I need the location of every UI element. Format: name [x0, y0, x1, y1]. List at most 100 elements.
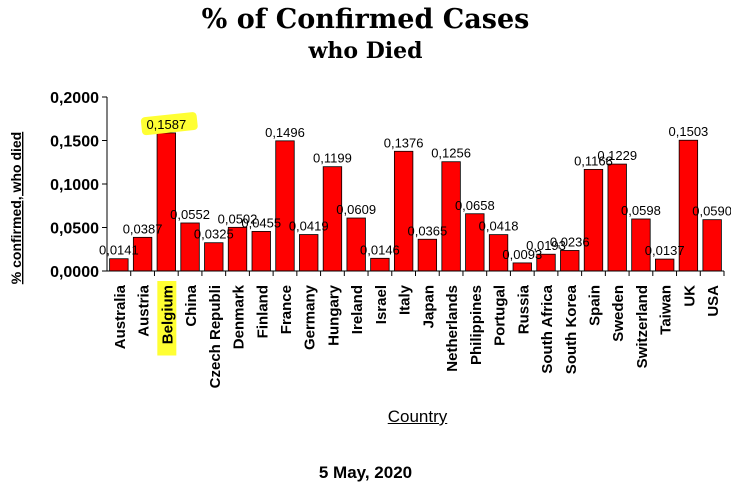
value-label: 0,1199 — [313, 151, 352, 166]
chart-title: % of Confirmed Cases — [201, 4, 530, 35]
bar-belgium — [156, 132, 176, 272]
value-label: 0,0365 — [407, 223, 447, 238]
x-tick-label: Spain — [586, 285, 603, 326]
x-tick-label: Germany — [302, 284, 319, 350]
x-tick-label-group: Austria — [136, 284, 153, 336]
value-label: 0,0093 — [502, 247, 542, 262]
value-label: 0,1229 — [597, 148, 637, 163]
x-tick-label: Finland — [254, 285, 271, 338]
x-tick-label: Ireland — [349, 285, 366, 334]
highlight-marker — [157, 281, 177, 356]
x-tick-label-group: Australia — [112, 284, 129, 349]
value-label: 0,0387 — [123, 221, 163, 236]
x-tick-label: Belgium — [159, 285, 176, 344]
x-tick-label: France — [278, 285, 295, 334]
x-tick-label: Switzerland — [634, 285, 651, 368]
bar-australia — [109, 258, 129, 272]
value-label: 0,0552 — [170, 207, 210, 222]
x-tick-label-group: Belgium — [157, 281, 177, 356]
value-labels-group: 0,01410,03870,15870,05520,03250,05020,04… — [99, 112, 731, 262]
x-tick-label: Austria — [136, 284, 153, 336]
x-tick-label-group: China — [183, 284, 200, 326]
x-tick-label-group: Ireland — [349, 285, 366, 334]
y-tick-label: 0,1000 — [50, 177, 99, 194]
x-tick-label: Hungary — [325, 284, 342, 346]
x-tick-label-group: Spain — [586, 285, 603, 326]
value-label: 0,0137 — [645, 243, 685, 258]
x-tick-label-group: Japan — [420, 285, 437, 328]
value-label: 0,1503 — [669, 124, 709, 139]
chart-subtitle: who Died — [308, 38, 423, 64]
y-tick-label: 0,2000 — [50, 90, 99, 107]
y-axis: 0,0000 0,0500 0,1000 0,1500 0,2000 — [50, 90, 108, 281]
bar-usa — [702, 219, 722, 272]
value-label: 0,1376 — [384, 135, 424, 150]
x-tick-label: Netherlands — [444, 285, 461, 372]
value-label: 0,0141 — [99, 243, 139, 258]
value-label: 0,0146 — [360, 242, 400, 257]
value-label: 0,0236 — [550, 234, 590, 249]
value-label: 0,0455 — [241, 215, 281, 230]
x-tick-label-group: Portugal — [492, 285, 509, 346]
x-tick-label: South Africa — [539, 284, 556, 373]
x-tick-label: Australia — [112, 284, 129, 349]
value-label: 0,0658 — [455, 198, 495, 213]
x-tick-label: Czech Republi — [207, 285, 224, 388]
x-tick-label: UK — [681, 285, 698, 307]
value-label: 0,0418 — [479, 219, 519, 234]
x-tick-label: Philippines — [468, 285, 485, 365]
x-tick-label-group: Sweden — [610, 285, 627, 342]
x-tick-label-group: South Africa — [539, 284, 556, 373]
x-tick-label: USA — [705, 285, 722, 317]
value-label: 0,1256 — [431, 146, 471, 161]
value-label: 0,0590 — [692, 204, 731, 219]
x-tick-label: China — [183, 284, 200, 326]
y-tick-label: 0,0000 — [50, 264, 99, 281]
x-tick-label: Russia — [515, 284, 532, 334]
bar-south-korea — [560, 250, 580, 272]
x-tick-label-group: Hungary — [325, 284, 342, 346]
x-tick-label-group: Italy — [397, 284, 414, 315]
x-tick-label: Portugal — [492, 285, 509, 346]
x-tick-label-group: Philippines — [468, 285, 485, 365]
x-tick-label-group: Germany — [302, 284, 319, 350]
value-label: 0,0419 — [289, 219, 329, 234]
y-axis-label: % confirmed, who died — [8, 132, 24, 284]
bar-taiwan — [655, 258, 675, 272]
bar-russia — [512, 262, 532, 272]
x-tick-label: Israel — [373, 285, 390, 324]
x-tick-label: Denmark — [231, 284, 248, 349]
bar-israel — [370, 257, 390, 272]
bar-finland — [251, 231, 271, 272]
bar-spain — [583, 168, 604, 272]
value-label: 0,1168 — [574, 153, 613, 168]
x-tick-label-group: Denmark — [231, 284, 248, 349]
value-label: 0,1496 — [265, 125, 305, 140]
x-tick-label-group: USA — [705, 285, 722, 317]
bar-japan — [417, 238, 438, 272]
x-tick-label-group: Taiwan — [658, 285, 675, 335]
bar-czech-republi — [204, 242, 224, 272]
highlight-marker — [140, 112, 198, 136]
y-tick-label: 0,0500 — [50, 221, 99, 238]
date-footer: 5 May, 2020 — [318, 463, 413, 482]
bar-france — [275, 140, 295, 272]
value-label: 0,0609 — [336, 202, 376, 217]
bars-group — [109, 132, 722, 272]
x-tick-label-group: Russia — [515, 284, 532, 334]
x-tick-label: Italy — [397, 284, 414, 315]
x-tick-label-group: South Korea — [563, 284, 580, 374]
value-label: 0,0598 — [621, 203, 661, 218]
x-axis-label: Country — [387, 407, 448, 426]
x-tick-label: Japan — [420, 285, 437, 328]
x-tick-label-group: Finland — [254, 285, 271, 338]
x-tick-label-group: Israel — [373, 285, 390, 324]
x-tick-label: Taiwan — [658, 285, 675, 335]
x-tick-label: South Korea — [563, 284, 580, 374]
value-label: 0,0502 — [218, 211, 258, 226]
value-label: 0,0325 — [194, 227, 234, 242]
y-tick-label: 0,1500 — [50, 134, 99, 151]
x-tick-label-group: Netherlands — [444, 285, 461, 372]
x-tick-label-group: France — [278, 285, 295, 334]
